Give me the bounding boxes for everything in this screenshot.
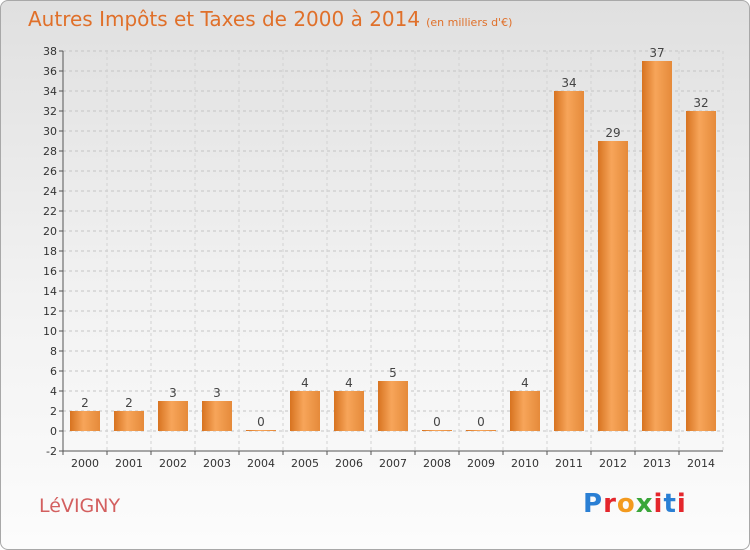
x-tick-label: 2009 (467, 457, 495, 470)
bar-value-label: 4 (301, 376, 309, 390)
commune-name: LéVIGNY (39, 495, 121, 517)
bar (378, 381, 408, 431)
y-tick-label: 38 (43, 45, 57, 58)
bar-value-label: 0 (433, 415, 441, 429)
y-tick-label: 28 (43, 145, 57, 158)
y-tick-label: 20 (43, 225, 57, 238)
x-tick-label: 2007 (379, 457, 407, 470)
logo-letter: P (583, 489, 604, 519)
logo-letter: t (663, 489, 677, 519)
y-tick-label: 22 (43, 205, 57, 218)
bar-value-label: 4 (521, 376, 529, 390)
x-tick-label: 2005 (291, 457, 319, 470)
bar (686, 111, 716, 431)
logo-letter: r (603, 489, 617, 519)
logo-letter: i (676, 489, 687, 519)
x-tick-label: 2013 (643, 457, 671, 470)
y-tick-label: 26 (43, 165, 57, 178)
bar (510, 391, 540, 431)
y-tick-label: 2 (50, 405, 57, 418)
y-tick-label: 8 (50, 345, 57, 358)
y-tick-label: 10 (43, 325, 57, 338)
x-tick-label: 2011 (555, 457, 583, 470)
x-tick-label: 2010 (511, 457, 539, 470)
y-tick-label: 6 (50, 365, 57, 378)
y-tick-label: 34 (43, 85, 57, 98)
axes (59, 50, 723, 455)
y-tick-label: 18 (43, 245, 57, 258)
bar (554, 91, 584, 431)
bar-value-label: 34 (561, 76, 576, 90)
bar (598, 141, 628, 431)
x-tick-label: 2008 (423, 457, 451, 470)
bar-value-label: 4 (345, 376, 353, 390)
chart-subtitle: (en milliers d'€) (426, 16, 513, 29)
bar-value-label: 2 (125, 396, 133, 410)
x-tick-label: 2003 (203, 457, 231, 470)
x-tick-label: 2000 (71, 457, 99, 470)
y-tick-label: -2 (46, 445, 57, 458)
y-tick-label: 32 (43, 105, 57, 118)
bars (70, 61, 716, 431)
logo-letter: i (653, 489, 664, 519)
bar (642, 61, 672, 431)
y-tick-label: 4 (50, 385, 57, 398)
y-tick-label: 16 (43, 265, 57, 278)
labels: -202468101214161820222426283032343638220… (43, 45, 715, 470)
bar-value-label: 0 (477, 415, 485, 429)
bar (246, 430, 276, 431)
bar-value-label: 5 (389, 366, 397, 380)
proxiti-logo: Proxiti (583, 489, 687, 519)
x-tick-label: 2001 (115, 457, 143, 470)
chart-title-text: Autres Impôts et Taxes de 2000 à 2014 (28, 7, 421, 31)
bar (466, 430, 496, 431)
bar (202, 401, 232, 431)
x-tick-label: 2006 (335, 457, 363, 470)
y-tick-label: 30 (43, 125, 57, 138)
x-tick-label: 2014 (687, 457, 715, 470)
bar-value-label: 32 (693, 96, 708, 110)
logo-letter: o (616, 489, 636, 519)
bar (114, 411, 144, 431)
bar-value-label: 3 (213, 386, 221, 400)
x-tick-label: 2002 (159, 457, 187, 470)
bar (422, 430, 452, 431)
bar-value-label: 37 (649, 46, 664, 60)
bar (334, 391, 364, 431)
bar-value-label: 0 (257, 415, 265, 429)
y-tick-label: 0 (50, 425, 57, 438)
y-tick-label: 12 (43, 305, 57, 318)
x-tick-label: 2004 (247, 457, 275, 470)
bar-value-label: 29 (605, 126, 620, 140)
bar (70, 411, 100, 431)
y-tick-label: 14 (43, 285, 57, 298)
y-tick-label: 24 (43, 185, 57, 198)
bar-value-label: 2 (81, 396, 89, 410)
y-tick-label: 36 (43, 65, 57, 78)
logo-letter: x (635, 489, 654, 519)
bar (158, 401, 188, 431)
x-tick-label: 2012 (599, 457, 627, 470)
chart-title: Autres Impôts et Taxes de 2000 à 2014 (en… (28, 7, 512, 31)
bar-value-label: 3 (169, 386, 177, 400)
bar (290, 391, 320, 431)
